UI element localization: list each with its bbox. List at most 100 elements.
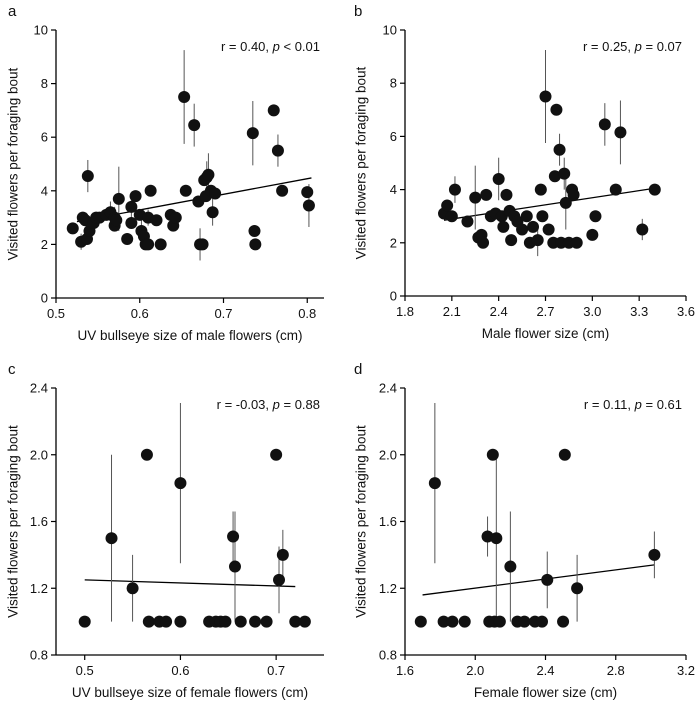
x-tick-label: 1.8 — [396, 304, 414, 319]
x-tick-label: 2.4 — [536, 663, 554, 678]
y-tick-label: 1.6 — [379, 514, 397, 529]
data-point — [461, 215, 474, 228]
y-tick-label: 2.0 — [379, 447, 397, 462]
x-axis-title: UV bullseye size of male flowers (cm) — [77, 328, 302, 343]
y-tick-label: 2.0 — [30, 447, 48, 462]
data-point — [206, 206, 219, 219]
data-point — [534, 183, 547, 196]
data-point — [160, 615, 173, 628]
data-point — [531, 234, 544, 247]
stat-p-letter: p — [272, 397, 280, 412]
data-point — [445, 210, 458, 223]
data-point — [144, 184, 157, 197]
data-point — [174, 615, 187, 628]
data-point — [446, 615, 459, 628]
data-point — [548, 170, 561, 183]
data-point — [273, 573, 286, 586]
x-tick-label: 1.6 — [396, 663, 414, 678]
x-tick-label: 0.5 — [47, 306, 65, 321]
data-point — [550, 103, 563, 116]
y-axis-title: Visited flowers per foraging bout — [354, 425, 369, 618]
data-point — [648, 183, 661, 196]
x-tick-label: 0.6 — [131, 306, 149, 321]
panel-label: b — [354, 3, 362, 20]
x-axis-title: Male flower size (cm) — [482, 326, 610, 341]
data-point — [500, 188, 513, 201]
data-point — [437, 615, 450, 628]
data-point — [270, 448, 283, 461]
x-tick-label: 2.0 — [466, 663, 484, 678]
y-tick-label: 4 — [390, 182, 397, 197]
data-point — [492, 172, 505, 185]
data-point — [614, 126, 627, 139]
panel-b-scatter-male-size: 0 2 4 6 8 10 1.8 2.1 2.4 2.7 3.0 3.3 3.6 Male flower … — [354, 3, 695, 341]
data-point — [520, 210, 533, 223]
data-point — [497, 220, 510, 233]
x-tick-label: 0.7 — [214, 306, 232, 321]
y-tick-label: 4 — [41, 183, 48, 198]
x-tick-label: 3.2 — [677, 663, 695, 678]
data-point — [428, 477, 441, 490]
stat-r: r = 0.11, — [584, 397, 635, 412]
panel-a-scatter-uv-male: 0 2 4 6 8 10 0.5 0.6 0.7 0.8 UV bullseye size of m… — [6, 3, 324, 343]
data-point — [541, 573, 554, 586]
data-point — [458, 615, 471, 628]
correlation-stats: r = 0.40, p < 0.01 — [221, 39, 320, 54]
data-point — [480, 188, 493, 201]
data-point — [477, 236, 490, 249]
data-point — [493, 615, 506, 628]
data-point — [126, 582, 139, 595]
correlation-stats: r = 0.25, p = 0.07 — [583, 39, 682, 54]
x-tick-label: 3.3 — [630, 304, 648, 319]
data-point — [516, 223, 529, 236]
data-point — [559, 196, 572, 209]
y-axis-title: Visited flowers per foraging bout — [6, 67, 21, 260]
y-tick-label: 1.2 — [379, 581, 397, 596]
y-tick-label: 2 — [390, 235, 397, 250]
x-tick-label: 0.8 — [298, 306, 316, 321]
data-point — [504, 560, 517, 573]
x-axis-title: UV bullseye size of female flowers (cm) — [72, 685, 308, 700]
data-point — [174, 477, 187, 490]
panel-label: c — [8, 361, 16, 378]
data-point — [648, 548, 661, 561]
x-tick-label: 2.4 — [490, 304, 508, 319]
y-tick-label: 1.2 — [30, 581, 48, 596]
data-point — [178, 91, 191, 103]
data-point — [636, 223, 649, 236]
regression-line — [422, 564, 655, 596]
stat-p-value: = 0.61 — [642, 397, 682, 412]
data-point — [154, 238, 167, 251]
data-point — [248, 225, 261, 237]
data-point — [539, 90, 552, 103]
x-tick-label: 0.6 — [171, 663, 189, 678]
data-point — [298, 615, 311, 628]
data-point — [276, 548, 289, 561]
correlation-stats: r = 0.11, p = 0.61 — [584, 397, 682, 412]
regression-line — [84, 579, 296, 588]
data-point — [301, 186, 314, 199]
data-point — [129, 190, 142, 203]
data-point — [110, 214, 123, 227]
y-tick-label: 2.4 — [379, 381, 397, 396]
y-tick-label: 0.8 — [30, 648, 48, 663]
stat-p-value: = 0.07 — [642, 39, 682, 54]
y-axis-title: Visited flowers per foraging bout — [6, 425, 21, 618]
data-point — [570, 236, 583, 249]
panel-d-scatter-female-size: 0.8 1.2 1.6 2.0 2.4 1.6 2.0 2.4 2.8 3.2 Female flo… — [354, 361, 695, 700]
data-point — [448, 183, 461, 196]
y-tick-label: 6 — [390, 129, 397, 144]
stat-p-value: = 0.88 — [280, 397, 320, 412]
data-point — [121, 233, 134, 246]
x-axis-title: Female flower size (cm) — [474, 685, 617, 700]
data-point — [469, 191, 482, 204]
data-point — [202, 168, 215, 181]
stat-r: r = -0.03, — [217, 397, 273, 412]
stat-p-letter: p — [634, 39, 642, 54]
x-tick-label: 3.6 — [677, 304, 695, 319]
data-point — [227, 530, 240, 543]
data-point — [553, 143, 566, 156]
data-point — [276, 184, 289, 197]
data-point — [535, 615, 548, 628]
